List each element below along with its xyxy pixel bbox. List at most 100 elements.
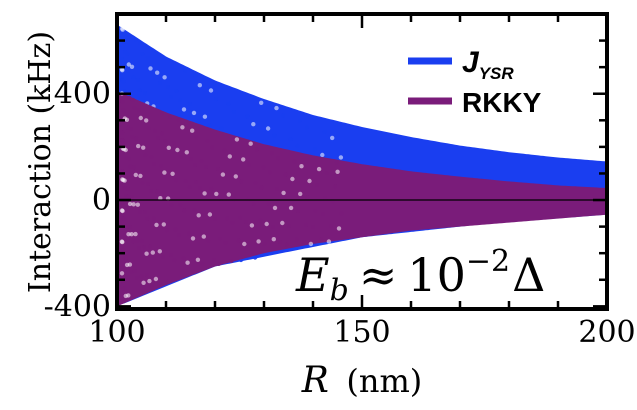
data-point [119,271,125,276]
data-point [171,141,176,146]
data-point [144,118,149,123]
data-point [211,258,216,263]
data-point [339,211,344,216]
data-point [170,171,175,176]
data-point [142,209,148,215]
data-point [281,190,286,196]
data-point [322,196,328,201]
data-point [162,170,167,175]
series-rkky [117,91,607,307]
data-point [176,117,181,123]
data-point [308,241,314,247]
data-point [135,77,140,83]
data-point [238,215,243,220]
data-point [178,98,183,103]
data-point [121,247,126,253]
x-axis-var: R [301,360,329,401]
data-point [241,157,246,162]
data-point [164,228,170,233]
data-point [253,180,258,186]
data-point [128,164,133,169]
data-point [252,255,258,260]
data-point [125,186,130,192]
data-point [143,153,148,158]
data-point [202,191,207,196]
data-point [137,88,142,93]
data-point [283,172,288,177]
data-point [334,160,339,165]
data-point [197,185,203,191]
data-point [119,200,125,205]
data-point [219,126,224,131]
data-point [245,114,250,119]
data-point [227,154,232,159]
data-point [183,68,188,73]
data-point [231,197,237,202]
data-point [224,216,230,221]
data-point [141,145,146,150]
data-point [157,249,162,254]
data-point [319,237,324,242]
data-point [262,241,267,247]
data-point [191,110,197,116]
data-point [155,136,161,141]
data-point [148,188,153,194]
data-point [122,216,127,222]
data-point [248,141,253,146]
data-point [322,129,327,135]
data-point [155,189,160,194]
data-point [142,91,148,96]
data-point [127,262,133,267]
data-point [207,212,213,217]
data-point [197,83,202,88]
data-point [127,95,132,101]
data-point [138,115,143,121]
data-point [251,201,256,207]
data-point [274,186,280,191]
data-point [335,169,340,174]
data-point [230,220,235,225]
data-point [133,231,138,237]
data-point [222,148,227,153]
data-point [148,66,153,71]
data-point [202,114,208,119]
data-point [183,179,188,184]
data-point [145,55,151,61]
y-tick-label: -400 [44,289,111,324]
data-point [142,245,147,250]
data-point [256,239,261,244]
data-point [127,201,133,207]
data-point [212,216,217,222]
data-point [121,79,126,84]
data-point [131,165,137,170]
data-point [201,234,206,239]
data-point [264,221,269,227]
data-point [128,126,134,132]
data-point [270,225,276,230]
data-point [288,205,294,211]
data-point [216,261,221,266]
axis-ticks: 100 150 200 -400 0 400 [44,14,636,350]
data-point [298,191,303,197]
data-point [338,155,344,160]
data-point [187,185,192,190]
data-point [130,97,136,103]
plot-area [117,24,607,307]
y-axis-label: Interaction (kHz) [23,31,58,293]
data-point [181,255,186,261]
x-tick-label: 200 [578,315,635,350]
data-point [259,185,264,190]
data-point [135,238,140,244]
data-point [215,166,220,172]
data-point [125,51,130,57]
data-point [229,258,234,263]
data-point [199,158,204,164]
data-point [126,62,131,67]
y-tick-label: 400 [54,77,111,112]
data-point [295,209,301,214]
data-point [131,202,136,207]
data-point [175,147,180,153]
data-point [292,159,297,164]
data-point [151,216,156,221]
